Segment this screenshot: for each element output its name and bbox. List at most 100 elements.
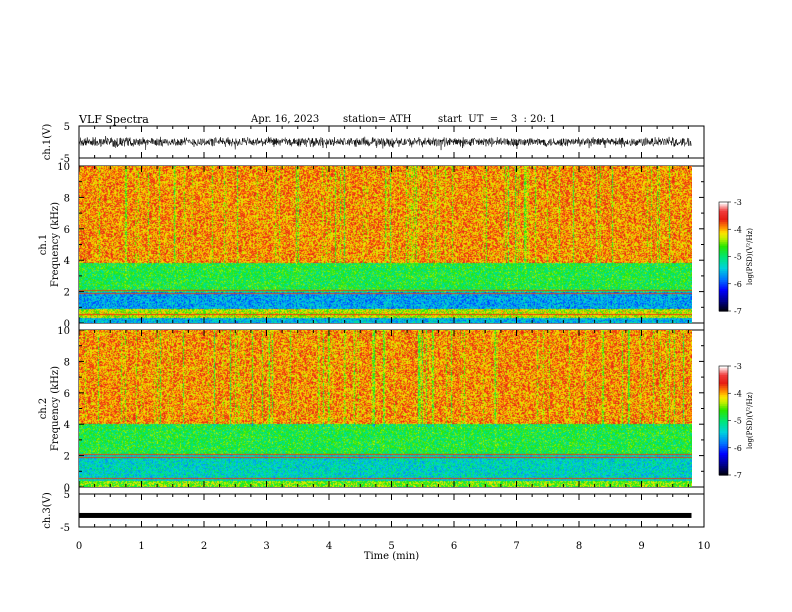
colorbar-cell [719,280,728,283]
station-label: station= ATH [343,114,412,125]
colorbar-cell [719,407,728,411]
colorbar-cell [719,384,728,387]
colorbar-cell [719,418,728,422]
date-label: Apr. 16, 2023 [251,114,320,125]
ch3-wave-ytick-label: 5 [64,490,70,501]
ch1-ytick-label: 8 [64,193,70,204]
ch2-ytick-label: 6 [64,389,70,400]
ch2-ylabel-channel: ch.2 [38,398,49,420]
ch2-colorbar-tick-label: -5 [734,417,742,426]
chart-title: VLF Spectra [79,113,149,126]
colorbar-cell [719,367,728,371]
x-tick-label: 7 [513,541,519,552]
colorbar-cell [719,411,728,414]
x-tick-label: 5 [388,541,394,552]
colorbar-cell [719,243,728,247]
colorbar-cell [719,395,728,398]
colorbar-cell [719,449,728,452]
ch1-colorbar-tick-label: -7 [734,307,742,316]
colorbar-cell [719,455,728,458]
colorbar-cell [719,296,728,299]
colorbar-cell [719,464,728,467]
x-tick-label: 10 [698,541,711,552]
ch1-heatmap [79,166,692,323]
colorbar-cell [719,225,728,229]
colorbar-cell [719,289,728,292]
x-tick-label: 0 [76,541,82,552]
colorbar-cell [719,203,728,207]
colorbar-cell [719,309,728,312]
colorbar-cell [719,305,728,308]
colorbar-cell [719,298,728,301]
colorbar-cell [719,207,728,210]
colorbar-cell [719,409,728,413]
colorbar-cell [719,205,728,209]
colorbar-cell [719,260,728,263]
ch1-ytick-label: 4 [64,256,70,267]
colorbar-cell [719,444,728,447]
ch2-ytick-label: 0 [64,483,70,494]
ch2-ytick-label: 8 [64,357,70,368]
colorbar-cell [719,402,728,405]
ch1-ytick-label: 10 [57,162,70,173]
ch2-ylabel-frequency: Frequency (kHz) [50,366,61,451]
x-tick-label: 9 [638,541,644,552]
colorbar-cell [719,254,728,258]
ch1-colorbar-tick-label: -3 [734,198,742,207]
colorbar-cell [719,440,728,443]
colorbar-cell [719,303,728,307]
colorbar-cell [719,278,728,281]
colorbar-cell [719,371,728,374]
colorbar-cell [719,398,728,402]
colorbar-cell [719,300,728,303]
colorbar-cell [719,294,728,298]
colorbar-cell [719,373,728,376]
ch1-colorbar-tick-label: -5 [734,253,742,262]
ch1-wave-trace [78,136,692,151]
colorbar-cell [719,256,728,259]
colorbar-cell [719,218,728,221]
ch1-ytick-label: 0 [64,319,70,330]
colorbar-cell [719,258,728,261]
colorbar-cell [719,404,728,407]
colorbar-cell [719,301,728,305]
ch1-colorbar-tick-label: -6 [734,280,742,289]
colorbar-cell [719,212,728,216]
colorbar-cell [719,473,728,476]
colorbar-cell [719,420,728,423]
ch1-wave-ylabel: ch.1(V) [42,124,53,161]
colorbar-cell [719,272,728,276]
colorbar-cell [719,435,728,438]
ch2-ytick-label: 4 [64,420,70,431]
ch1-wave-ytick-label: -5 [60,154,70,165]
x-tick-label: 1 [138,541,144,552]
ch2-colorbar-tick-label: -3 [734,362,742,371]
colorbar-cell [719,369,728,373]
colorbar-cell [719,465,728,469]
colorbar-cell [719,393,728,396]
start-time-label: start UT = 3 : 20: 1 [438,114,556,125]
colorbar-cell [719,433,728,436]
colorbar-cell [719,249,728,252]
colorbar-cell [719,413,728,416]
colorbar-cell [719,292,728,296]
colorbar-cell [719,427,728,431]
ch2-colorbar-tick-label: -7 [734,471,742,480]
colorbar-cell [719,236,728,239]
ch2-ytick-label: 10 [57,326,70,337]
colorbar-cell [719,234,728,238]
colorbar-cell [719,416,728,420]
colorbar-cell [719,366,728,369]
colorbar-cell [719,269,728,272]
ch3-wave-ytick-label: -5 [60,523,70,534]
colorbar-cell [719,436,728,440]
colorbar-cell [719,263,728,267]
colorbar-cell [719,247,728,250]
ch2-colorbar-label: log(PSD)(V²/Hz) [746,392,754,449]
colorbar-cell [719,252,728,256]
colorbar-cell [719,424,728,427]
colorbar-cell [719,391,728,394]
colorbar-cell [719,232,728,236]
x-tick-label: 2 [201,541,207,552]
colorbar-cell [719,447,728,451]
